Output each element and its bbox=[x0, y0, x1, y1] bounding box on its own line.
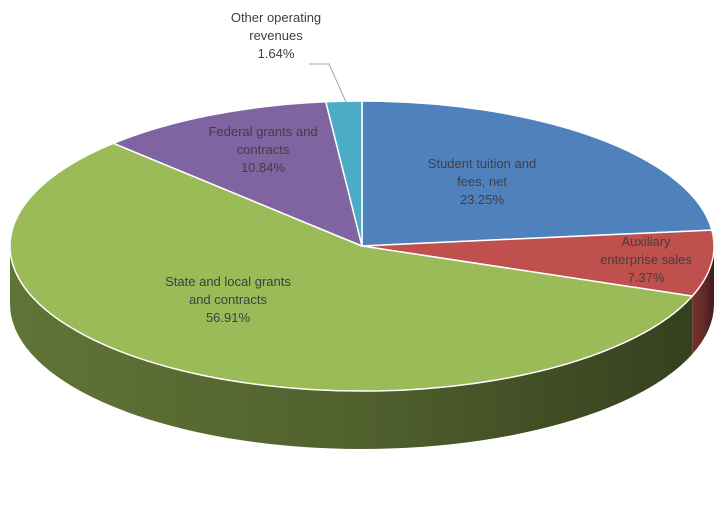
pie-slice-side-2 bbox=[10, 246, 693, 449]
slice-label-4-line-1: revenues bbox=[249, 28, 303, 43]
slice-label-1-line-1: enterprise sales bbox=[600, 252, 692, 267]
slice-label-4-line-0: Other operating bbox=[231, 10, 321, 25]
pie-top-layer bbox=[9, 100, 715, 392]
slice-label-2-line-1: and contracts bbox=[189, 292, 268, 307]
slice-label-4: Other operating revenues 1.64% bbox=[231, 10, 321, 61]
slice-label-3-line-0: Federal grants and bbox=[208, 124, 317, 139]
slice-label-4-line-2: 1.64% bbox=[258, 46, 295, 61]
slice-label-0-line-2: 23.25% bbox=[460, 192, 505, 207]
slice-label-2-line-0: State and local grants bbox=[165, 274, 291, 289]
slice-label-0: Student tuition and fees, net 23.25% bbox=[428, 156, 536, 207]
slice-label-2: State and local grants and contracts 56.91… bbox=[165, 274, 291, 325]
pie-slice-2[interactable] bbox=[9, 142, 694, 392]
slice-label-1-line-0: Auxiliary bbox=[621, 234, 671, 249]
pie-slice-4[interactable] bbox=[325, 100, 363, 247]
slice-label-2-line-2: 56.91% bbox=[206, 310, 251, 325]
slice-label-1-line-2: 7.37% bbox=[628, 270, 665, 285]
slice-label-0-line-0: Student tuition and bbox=[428, 156, 536, 171]
slice-label-3: Federal grants and contracts 10.84% bbox=[208, 124, 317, 175]
slice-label-0-line-1: fees, net bbox=[457, 174, 507, 189]
slice-leader-line-4 bbox=[309, 63, 347, 103]
pie-label-layer: Student tuition and fees, net 23.25% Auxili… bbox=[165, 10, 692, 325]
slice-label-3-line-1: contracts bbox=[237, 142, 290, 157]
slice-label-1: Auxiliary enterprise sales 7.37% bbox=[600, 234, 692, 285]
pie-slice-3[interactable] bbox=[112, 101, 363, 247]
slice-label-3-line-2: 10.84% bbox=[241, 160, 286, 175]
pie-slice-0[interactable] bbox=[361, 100, 713, 247]
pie-slice-1[interactable] bbox=[361, 229, 715, 297]
